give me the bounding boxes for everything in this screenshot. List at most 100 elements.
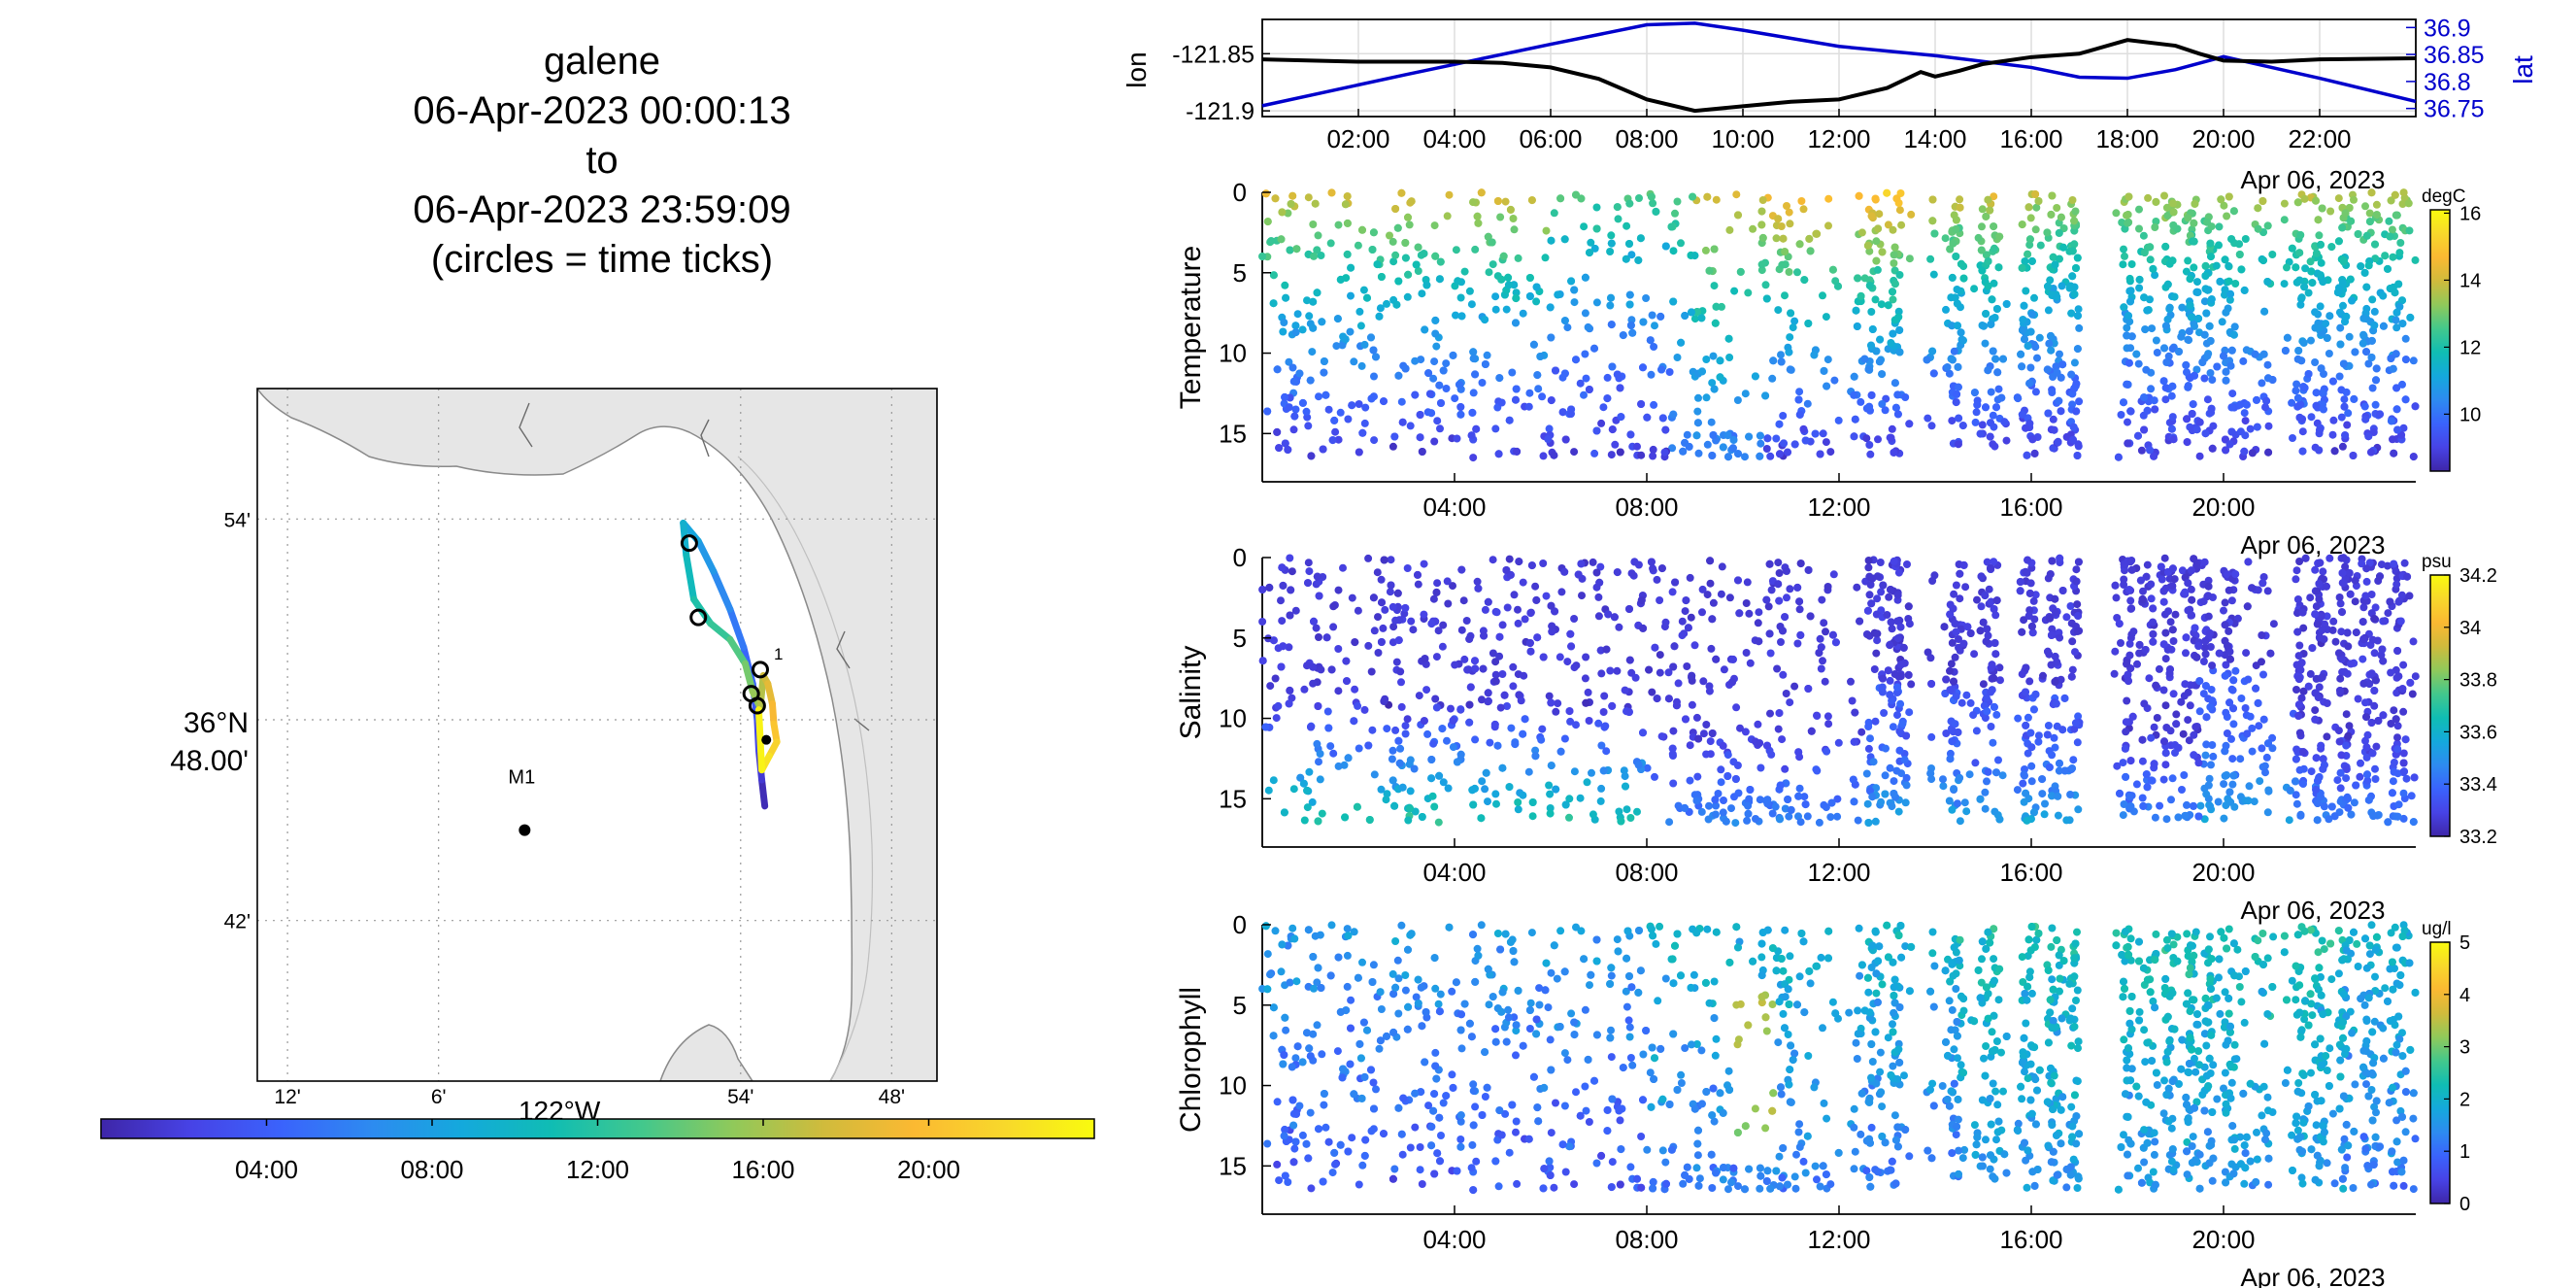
river-1 xyxy=(519,402,533,448)
data-point xyxy=(2395,249,2404,257)
data-point xyxy=(1526,647,1535,656)
data-point xyxy=(1880,709,1889,717)
data-point xyxy=(1669,247,1678,255)
data-point xyxy=(1505,416,1514,424)
data-point xyxy=(1627,316,1636,324)
data-point xyxy=(2147,594,2156,603)
data-point xyxy=(1401,239,1410,247)
data-point xyxy=(2127,260,2136,268)
data-point xyxy=(2070,358,2079,367)
data-point xyxy=(1495,652,1504,661)
data-point xyxy=(2370,322,2379,329)
data-point xyxy=(1870,665,1879,673)
data-point xyxy=(2312,196,2320,205)
data-point xyxy=(1890,280,1899,288)
data-point xyxy=(2391,190,2399,199)
data-point xyxy=(1668,588,1677,596)
data-point xyxy=(1661,618,1670,627)
data-point xyxy=(1514,254,1522,262)
data-point xyxy=(2360,268,2369,277)
data-point xyxy=(1285,699,1293,708)
data-point xyxy=(2280,280,2289,288)
data-point xyxy=(2026,327,2035,336)
data-point xyxy=(1394,371,1403,380)
data-point xyxy=(1743,816,1752,825)
data-point xyxy=(1429,374,1438,383)
data-point xyxy=(2392,316,2400,324)
data-point xyxy=(2142,365,2151,374)
data-point xyxy=(1316,775,1324,784)
data-point xyxy=(1865,591,1874,599)
data-point xyxy=(2127,604,2136,613)
data-point xyxy=(1589,810,1597,819)
data-point xyxy=(2227,596,2236,605)
data-point xyxy=(2032,203,2041,212)
data-point xyxy=(2371,676,2380,685)
data-point xyxy=(2126,407,2135,416)
data-point xyxy=(1683,430,1691,439)
data-point xyxy=(2074,558,2083,566)
data-point xyxy=(1635,194,1643,202)
data-point xyxy=(1749,224,1757,233)
data-point xyxy=(1383,725,1391,733)
data-point xyxy=(2051,260,2059,269)
title-end-time: 06-Apr-2023 23:59:09 xyxy=(413,188,791,231)
data-point xyxy=(1973,595,1981,604)
data-point xyxy=(1432,588,1441,596)
data-point xyxy=(2072,407,2081,416)
data-point xyxy=(1707,644,1716,653)
data-point xyxy=(1898,720,1907,729)
data-point xyxy=(1725,593,1734,602)
data-point xyxy=(1302,407,1311,416)
data-point xyxy=(2055,254,2063,263)
data-point xyxy=(1775,569,1784,577)
data-point xyxy=(1556,194,1565,203)
data-point xyxy=(1502,566,1511,574)
data-point xyxy=(1943,363,1952,371)
data-point xyxy=(1455,380,1463,389)
data-point xyxy=(1420,610,1428,619)
data-point xyxy=(1589,558,1597,566)
data-point xyxy=(2337,751,2346,760)
data-point xyxy=(1538,392,1547,401)
data-point xyxy=(2367,336,2376,345)
data-point xyxy=(1525,292,1534,300)
data-point xyxy=(1503,603,1512,612)
data-point xyxy=(1848,696,1857,705)
data-point xyxy=(1681,803,1689,812)
data-point xyxy=(1606,248,1615,255)
data-point xyxy=(2192,288,2201,296)
data-point xyxy=(1298,325,1307,334)
data-point xyxy=(2172,710,2181,719)
data-point xyxy=(1987,419,1994,427)
data-point xyxy=(2330,447,2339,456)
data-point xyxy=(1546,809,1555,818)
data-point xyxy=(1435,381,1444,390)
data-point xyxy=(1954,440,1962,449)
data-point xyxy=(1789,323,1797,332)
data-point xyxy=(1436,424,1444,433)
data-point xyxy=(1471,245,1480,254)
data-point xyxy=(2027,256,2036,265)
data-point xyxy=(1733,396,1742,404)
data-point xyxy=(1433,417,1442,425)
data-point xyxy=(1271,674,1280,683)
data-point xyxy=(1582,653,1590,661)
data-point xyxy=(1381,695,1389,703)
data-point xyxy=(2075,397,2084,406)
data-point xyxy=(2245,782,2254,791)
data-point xyxy=(2018,410,2026,419)
data-point xyxy=(1343,250,1352,258)
data-point xyxy=(2049,415,2057,424)
data-point xyxy=(1275,444,1284,453)
data-point xyxy=(1886,763,1894,772)
data-point xyxy=(1669,662,1678,671)
lonlat-x-label: 12:00 xyxy=(1807,124,1870,153)
data-point xyxy=(2192,425,2201,434)
data-point xyxy=(2392,211,2400,220)
lon-axis-label: lon xyxy=(1121,51,1152,87)
data-point xyxy=(1354,241,1362,250)
data-point xyxy=(2308,644,2317,653)
data-point xyxy=(1363,293,1371,302)
